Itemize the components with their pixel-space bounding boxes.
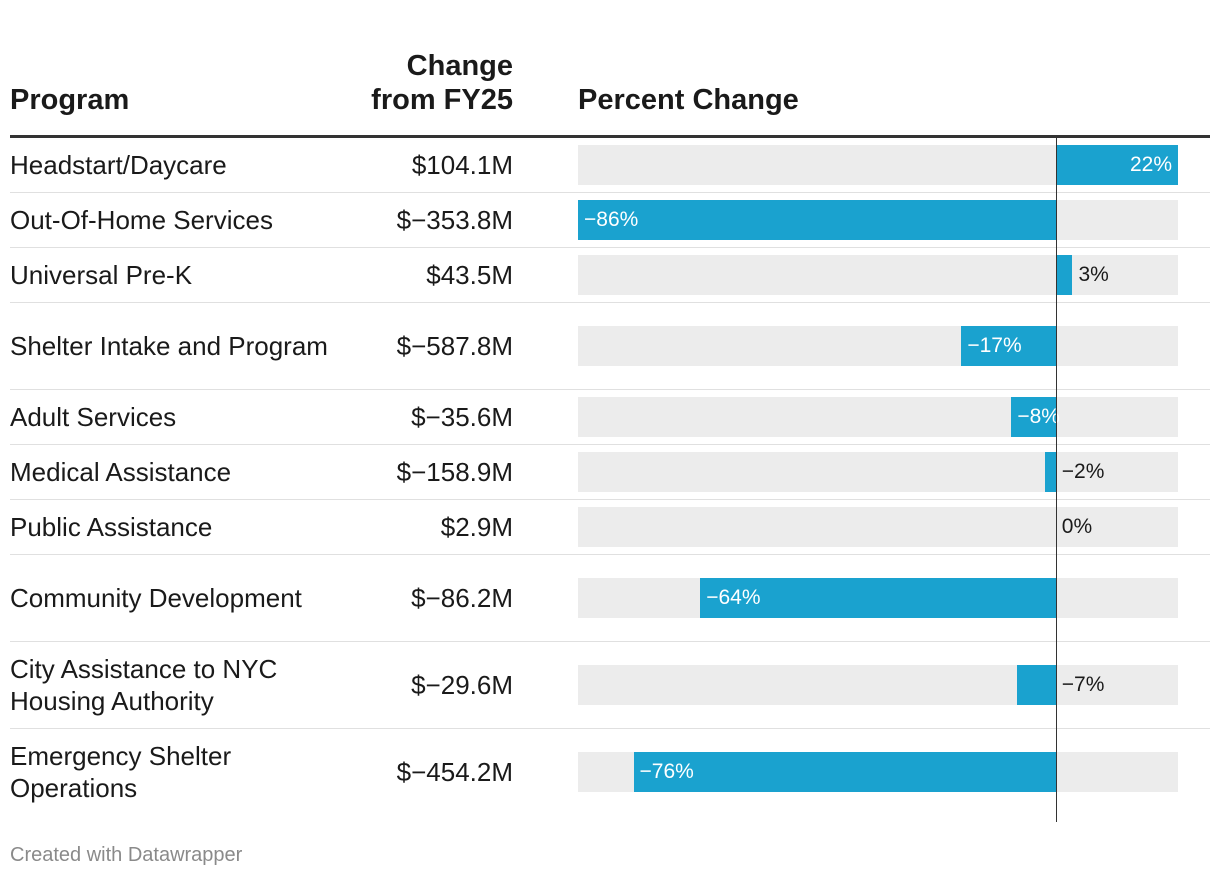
header-change-line2: from FY25 bbox=[371, 84, 513, 116]
header-change-line1: Change bbox=[406, 50, 513, 82]
bar-value-label: −8% bbox=[1017, 405, 1060, 428]
header-program: Program bbox=[10, 84, 130, 116]
table-row: Emergency Shelter Operations $−454.2M −76% bbox=[10, 729, 1210, 815]
change-value: $−454.2M bbox=[396, 757, 513, 787]
bar-track: 3% bbox=[578, 255, 1178, 295]
change-value: $−35.6M bbox=[411, 402, 513, 432]
program-name: Universal Pre-K bbox=[10, 260, 193, 290]
bar-track: −64% bbox=[578, 578, 1178, 618]
change-value: $−587.8M bbox=[396, 331, 513, 361]
budget-table: Program Change from FY25 Percent Change … bbox=[10, 40, 1210, 822]
change-value: $−29.6M bbox=[411, 670, 513, 700]
bar-track: −7% bbox=[578, 665, 1178, 705]
bar-track: −86% bbox=[578, 200, 1178, 240]
bar bbox=[1011, 397, 1056, 437]
bar bbox=[633, 752, 1056, 792]
program-name: Adult Services bbox=[10, 402, 177, 432]
program-name: Headstart/Daycare bbox=[10, 150, 227, 180]
bar-track: 0% bbox=[578, 507, 1178, 547]
table-row: Universal Pre-K $43.5M 3% bbox=[10, 248, 1210, 303]
bar-value-label: −2% bbox=[1061, 460, 1105, 483]
table-row: Shelter Intake and Program $−587.8M −17% bbox=[10, 303, 1210, 390]
program-name: Medical Assistance bbox=[10, 457, 232, 487]
bar-value-label: 3% bbox=[1078, 263, 1109, 286]
program-name: Shelter Intake and Program bbox=[10, 331, 328, 361]
program-name: Emergency Shelter Operations bbox=[10, 741, 232, 803]
header-percent-change: Percent Change bbox=[578, 84, 799, 116]
change-value: $−158.9M bbox=[396, 457, 513, 487]
bar-value-label: −17% bbox=[967, 334, 1022, 357]
bar-track: −2% bbox=[578, 452, 1178, 492]
program-name: Public Assistance bbox=[10, 512, 213, 542]
footer-credit: Created with Datawrapper bbox=[10, 844, 243, 866]
bar-track: −8% bbox=[578, 397, 1178, 437]
program-name: Out-Of-Home Services bbox=[10, 205, 273, 235]
bar bbox=[961, 326, 1056, 366]
bar-value-label: −86% bbox=[584, 208, 639, 231]
bar-track: −76% bbox=[578, 752, 1178, 792]
table-row: Headstart/Daycare $104.1M 22% bbox=[10, 138, 1210, 193]
table-row: Out-Of-Home Services $−353.8M −86% bbox=[10, 193, 1210, 248]
change-value: $43.5M bbox=[426, 260, 513, 290]
bar bbox=[700, 578, 1056, 618]
table-body: Headstart/Daycare $104.1M 22% Out-Of-Home S… bbox=[10, 138, 1210, 815]
bar-track: 22% bbox=[578, 145, 1178, 185]
table-header: Program Change from FY25 Percent Change bbox=[10, 40, 1210, 138]
program-name: Community Development bbox=[10, 583, 302, 613]
table-row: Medical Assistance $−158.9M −2% bbox=[10, 445, 1210, 500]
bar-value-label: −76% bbox=[639, 760, 694, 783]
change-value: $−353.8M bbox=[396, 205, 513, 235]
table-row: Adult Services $−35.6M −8% bbox=[10, 390, 1210, 445]
bar-value-label: −7% bbox=[1061, 673, 1105, 696]
program-name: City Assistance to NYC Housing Authority bbox=[10, 654, 278, 716]
bar-value-label: −64% bbox=[706, 586, 761, 609]
bar bbox=[578, 200, 1056, 240]
table-row: City Assistance to NYC Housing Authority… bbox=[10, 642, 1210, 729]
zero-axis-line bbox=[1055, 138, 1057, 822]
bar-value-label: 0% bbox=[1061, 515, 1093, 538]
table-row: Community Development $−86.2M −64% bbox=[10, 555, 1210, 642]
bar-track: −17% bbox=[578, 326, 1178, 366]
change-value: $−86.2M bbox=[411, 583, 513, 613]
bar bbox=[1055, 145, 1178, 185]
bar bbox=[1055, 255, 1073, 295]
change-value: $2.9M bbox=[440, 512, 513, 542]
change-value: $104.1M bbox=[411, 150, 513, 180]
bar-value-label: 22% bbox=[1129, 153, 1172, 176]
header-change: Change from FY25 bbox=[340, 49, 513, 117]
bar bbox=[1044, 452, 1056, 492]
bar bbox=[1016, 665, 1056, 705]
table-row: Public Assistance $2.9M 0% bbox=[10, 500, 1210, 555]
